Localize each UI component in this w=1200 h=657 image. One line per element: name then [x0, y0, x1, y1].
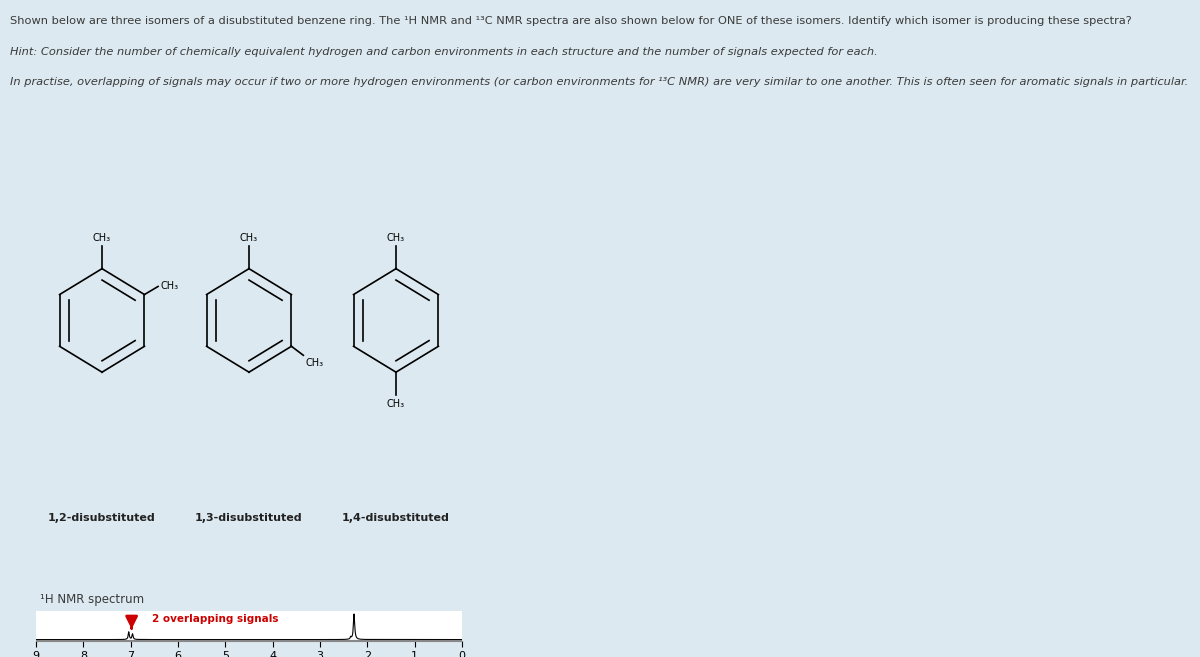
Text: Shown below are three isomers of a disubstituted benzene ring. The ¹H NMR and ¹³: Shown below are three isomers of a disub… [10, 16, 1132, 26]
Text: ¹H NMR spectrum: ¹H NMR spectrum [40, 593, 144, 606]
Text: In practise, overlapping of signals may occur if two or more hydrogen environmen: In practise, overlapping of signals may … [10, 77, 1188, 87]
Text: CH₃: CH₃ [92, 233, 112, 242]
Text: CH₃: CH₃ [386, 399, 406, 409]
Text: 1,3-disubstituted: 1,3-disubstituted [196, 513, 302, 524]
Text: CH₃: CH₃ [305, 357, 323, 367]
Text: CH₃: CH₃ [161, 281, 179, 292]
Text: 1,4-disubstituted: 1,4-disubstituted [342, 513, 450, 524]
Text: 2 overlapping signals: 2 overlapping signals [152, 614, 278, 624]
Text: CH₃: CH₃ [386, 233, 406, 242]
Text: CH₃: CH₃ [240, 233, 258, 242]
Text: 1,2-disubstituted: 1,2-disubstituted [48, 513, 156, 524]
Text: Hint: Consider the number of chemically equivalent hydrogen and carbon environme: Hint: Consider the number of chemically … [10, 47, 877, 57]
